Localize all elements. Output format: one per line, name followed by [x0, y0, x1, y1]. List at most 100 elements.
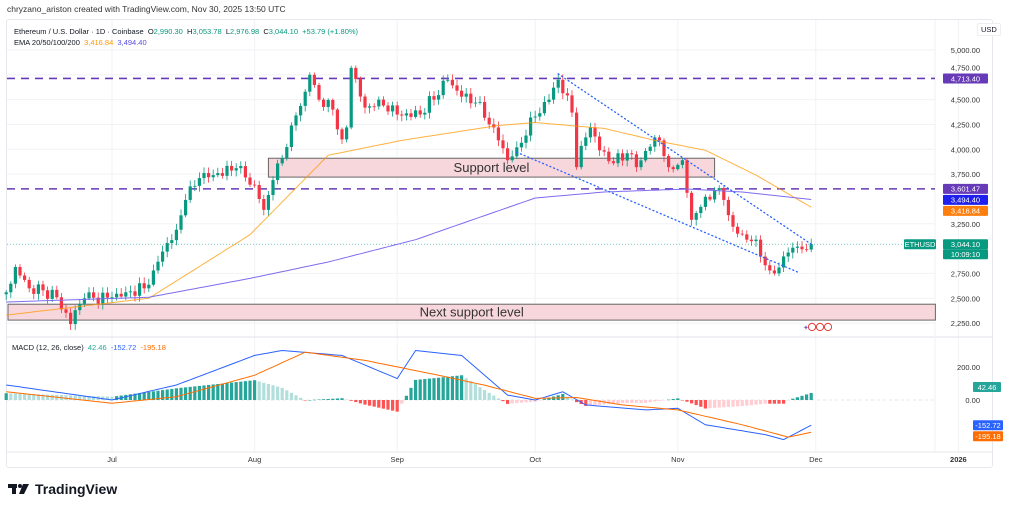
candle [634, 151, 638, 172]
macd-histogram-bar [280, 387, 284, 400]
ema-orange-price-tag-text: 3,416.84 [951, 207, 980, 216]
candle-body [395, 105, 399, 115]
macd-histogram-bar [128, 394, 132, 400]
symbol-tag: ETHUSD [904, 239, 936, 250]
candle-body [602, 150, 606, 152]
candle-body [722, 188, 726, 200]
macd-axis-label: 200.00 [957, 363, 980, 372]
macd-histogram-bar [805, 394, 809, 400]
macd-histogram-bar [450, 376, 454, 400]
candle [427, 91, 431, 119]
candle [165, 237, 169, 258]
macd-histogram-bar [726, 400, 730, 407]
macd-histogram-bar [501, 400, 505, 402]
macd-histogram-bar [165, 389, 169, 400]
candle-body [234, 168, 238, 171]
time-axis-label: Oct [529, 455, 542, 464]
candle-body [754, 239, 758, 242]
candle-body [27, 279, 31, 289]
macd-histogram-bar [634, 400, 638, 403]
candle-body [50, 289, 54, 299]
macd-histogram-bar [234, 382, 238, 400]
candle-body [9, 283, 13, 293]
candle [749, 235, 753, 246]
resistance-price-tag-text: 4,713.40 [951, 74, 980, 83]
resistance-price-tag: 4,713.40 [943, 73, 988, 84]
candle-body [174, 229, 178, 241]
macd-histogram-bar [18, 393, 22, 400]
candle [13, 264, 17, 289]
candle [782, 251, 786, 273]
candle [694, 210, 698, 226]
candle-body [138, 283, 142, 296]
support-zone [267, 157, 716, 178]
macd-histogram-bar [358, 400, 362, 404]
candle [289, 122, 293, 152]
candle [133, 285, 137, 302]
candle [73, 305, 77, 330]
candle-body [782, 256, 786, 268]
candle-body [299, 105, 303, 116]
candle-body [271, 180, 275, 196]
macd-histogram-bar [161, 390, 165, 400]
candle-body [4, 292, 8, 295]
candle [524, 129, 528, 149]
symbol-title: Ethereum / U.S. Dollar · 1D · Coinbase [14, 27, 144, 36]
candle [345, 125, 349, 143]
ema-purple-price-tag: 3,494.40 [943, 194, 988, 205]
currency-button[interactable]: USD [977, 23, 1001, 36]
macd-histogram-bar [575, 400, 579, 403]
ema-orange-price-tag: 3,416.84 [943, 205, 988, 216]
macd-histogram-bar [487, 392, 491, 400]
macd-histogram-bar [533, 400, 537, 402]
candle-body [611, 161, 615, 164]
candle-body [92, 292, 96, 298]
candle [529, 111, 533, 142]
ema-purple-price-tag-bg [943, 194, 988, 205]
candle-body [170, 240, 174, 244]
candle-body [441, 80, 445, 96]
candle [621, 149, 625, 166]
macd-histogram-bar [667, 399, 671, 401]
tradingview-logo[interactable]: TradingView [8, 481, 117, 497]
candle [280, 154, 284, 167]
macd-histogram-bar [41, 394, 45, 400]
candles [4, 65, 813, 330]
close-value: 3,044.10 [268, 27, 298, 36]
candle-body [414, 110, 418, 117]
macd-histogram-bar [538, 400, 542, 401]
candle-body [519, 142, 523, 148]
candle [657, 135, 661, 147]
candle-body [161, 251, 165, 262]
ema-purple-price-tag-text: 3,494.40 [951, 196, 980, 205]
macd-histogram-bar [326, 398, 330, 400]
macd-histogram-bar [317, 399, 321, 400]
resistance-price-tag-bg [943, 73, 988, 84]
candle [253, 180, 257, 188]
candle [303, 89, 307, 112]
macd-line-tag-bg [973, 420, 1003, 431]
time-axis-label: Dec [809, 455, 823, 464]
macd-histogram-bar [639, 400, 643, 403]
macd-histogram-bar [69, 395, 73, 400]
macd-histogram-bar [740, 400, 744, 407]
level-price-tag-text: 3,601.47 [951, 185, 980, 194]
countdown-tag-bg [943, 249, 988, 260]
candle [285, 143, 289, 161]
macd-histogram-bar [625, 400, 629, 404]
candle [644, 148, 648, 163]
candle [354, 65, 358, 83]
macd-hist-tag: 42.46 [973, 382, 1001, 392]
macd-histogram-bar [87, 395, 91, 400]
candle-body [685, 160, 689, 193]
candle [648, 143, 652, 155]
candle-body [409, 113, 413, 117]
candle-body [593, 127, 597, 137]
macd-line-value: -152.72 [110, 343, 137, 352]
macd-histogram-bar [786, 400, 790, 401]
chart-frame[interactable] [6, 19, 993, 468]
macd-histogram-bar [243, 381, 247, 400]
candle [768, 260, 772, 275]
macd-histogram-bar [257, 381, 261, 400]
